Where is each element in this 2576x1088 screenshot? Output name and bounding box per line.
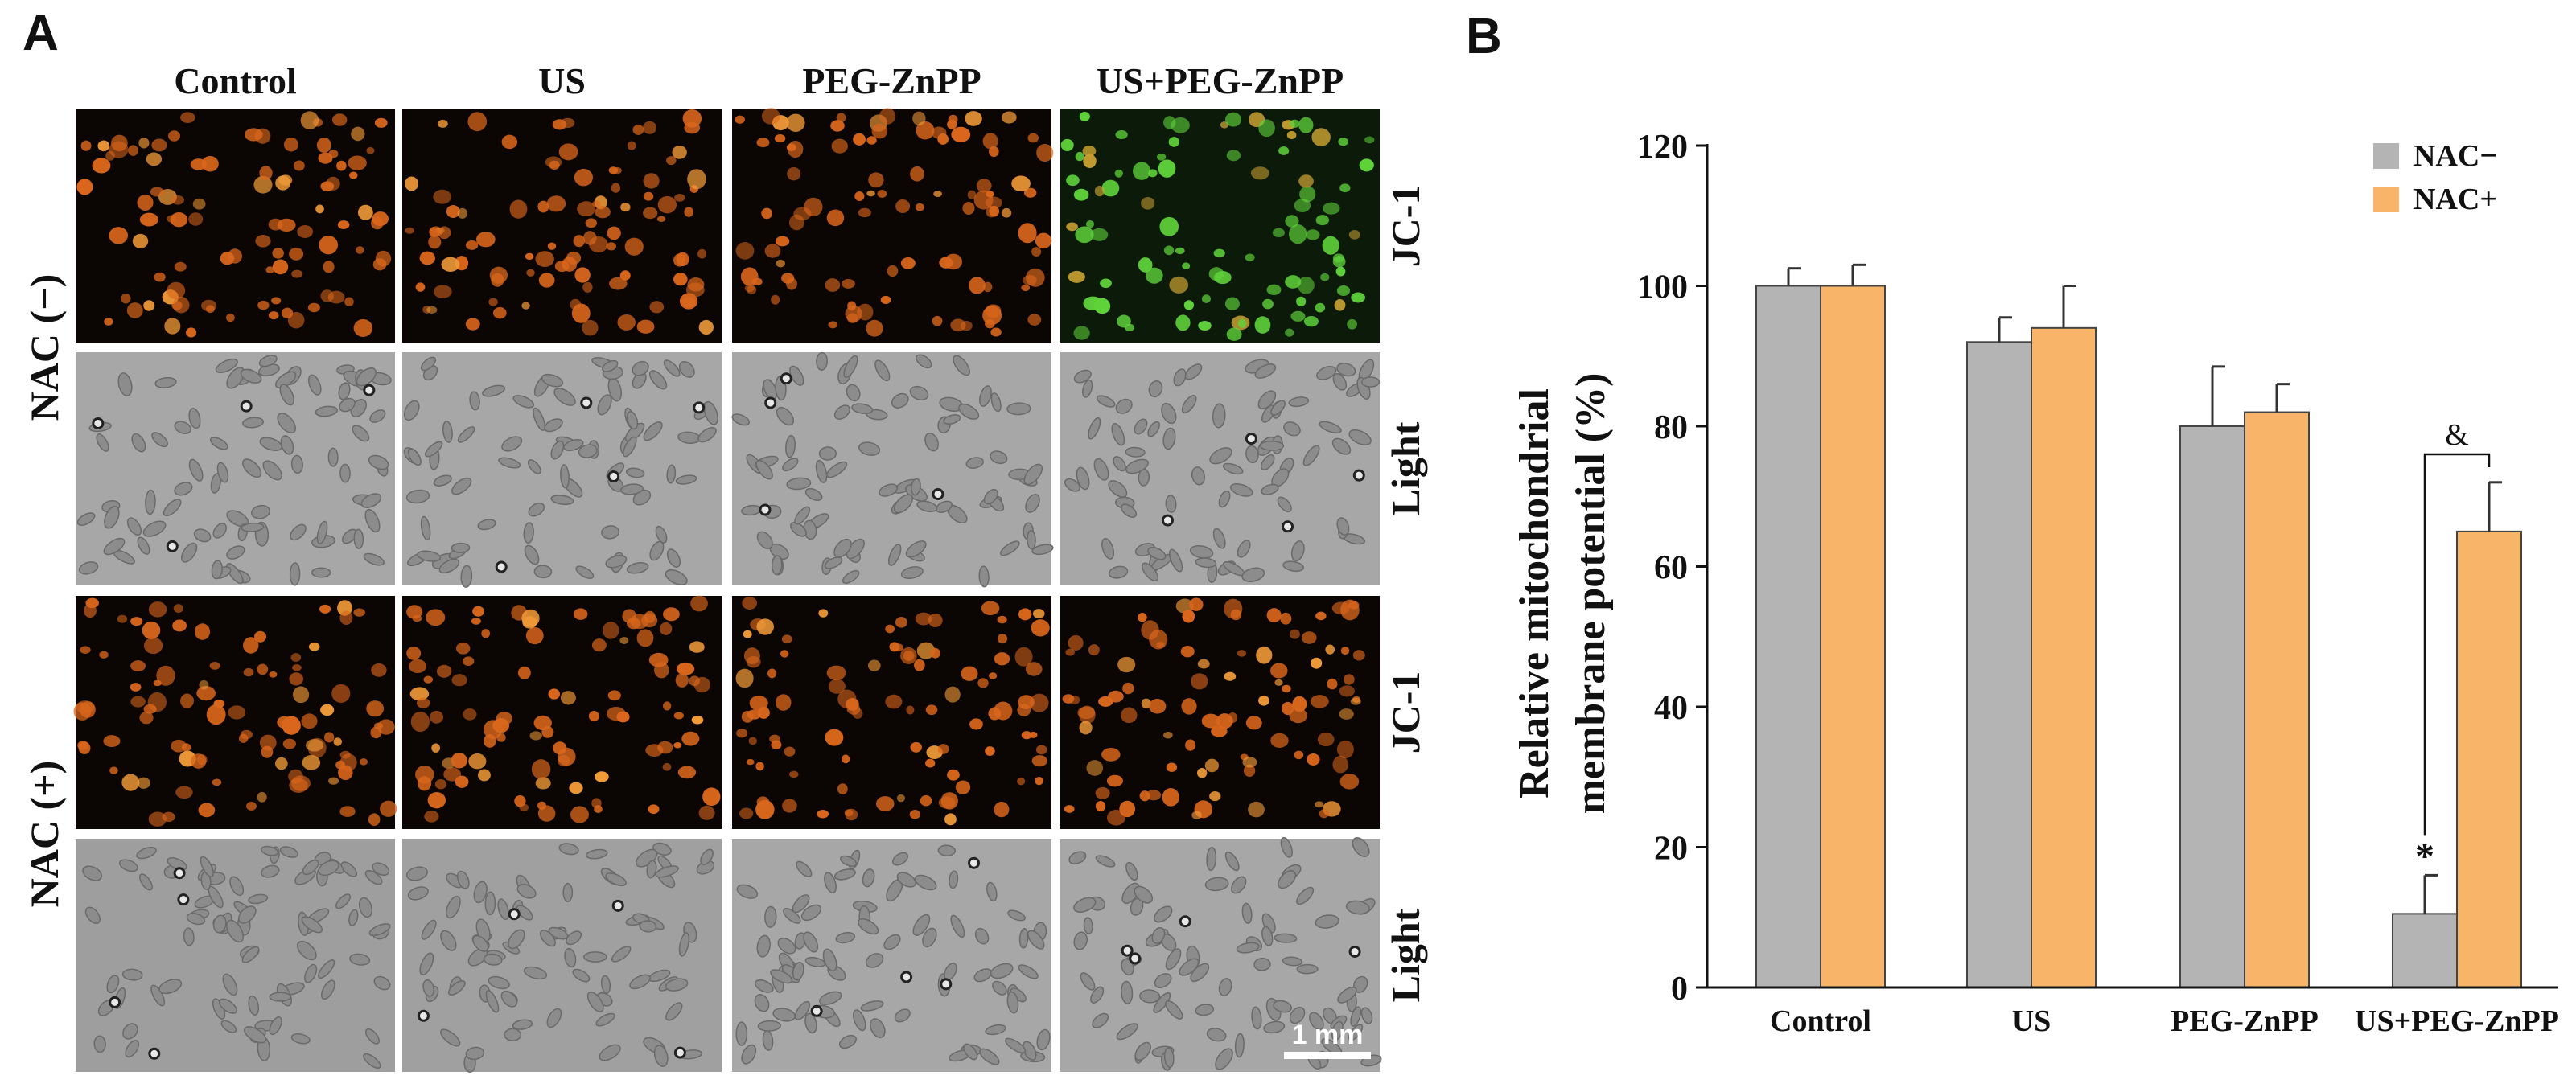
- column-headers: Control US PEG-ZnPP US+PEG-ZnPP: [174, 60, 1344, 101]
- panel-b: B Relative mitochondrial membrane potent…: [1466, 9, 2559, 1038]
- bars: [1755, 263, 2522, 989]
- legend: NAC− NAC+: [2373, 139, 2497, 216]
- bar-chart: Relative mitochondrial membrane potentia…: [1512, 129, 2559, 1038]
- x-tick-label: Control: [1770, 1004, 1871, 1038]
- panel-b-label: B: [1466, 9, 1502, 64]
- group-label: NAC (+): [22, 761, 67, 908]
- micrograph-tile: [1060, 596, 1380, 829]
- micrograph-tile: [402, 109, 722, 343]
- legend-swatch: [2373, 143, 2399, 169]
- micrograph-tile: [76, 109, 395, 343]
- legend-label: NAC−: [2413, 139, 2497, 173]
- x-tick-label: US+PEG-ZnPP: [2355, 1004, 2559, 1038]
- scale-bar: 1 mm: [1284, 1020, 1371, 1059]
- micrograph-tile: [732, 839, 1051, 1072]
- column-header: PEG-ZnPP: [802, 60, 981, 101]
- micrograph-tile: [73, 596, 397, 829]
- micrograph-tile: [731, 351, 1054, 588]
- bar: [2179, 425, 2245, 988]
- axes: 0 20 40 60 80 100 120 Control US PEG-ZnPP US+PEG-Z…: [1637, 129, 2559, 1038]
- group-labels: NAC (−) NAC (+): [22, 274, 67, 908]
- row-label: Light: [1383, 421, 1428, 515]
- legend-label: NAC+: [2413, 183, 2497, 216]
- bar: [1820, 285, 1886, 988]
- significance-annotations: *&: [2415, 418, 2491, 877]
- y-tick-label: 100: [1637, 269, 1688, 306]
- micrograph-tile: [732, 108, 1054, 343]
- y-tick-label: 0: [1671, 971, 1688, 1008]
- column-header: US: [538, 60, 586, 101]
- micrograph-tile: [76, 352, 395, 586]
- bar: [2392, 913, 2458, 988]
- micrograph-tile: [402, 839, 722, 1073]
- bar: [1755, 285, 1821, 988]
- y-tick-label: 120: [1637, 129, 1688, 166]
- panel-a: A Control US PEG-ZnPP US+PEG-ZnPP JC-1 Light…: [22, 6, 1428, 1073]
- y-axis-label-line2: membrane potential (%): [1568, 373, 1614, 815]
- y-axis-label-line1: Relative mitochondrial: [1512, 388, 1558, 799]
- micrograph-tile: [1060, 109, 1380, 343]
- row-labels: JC-1 Light JC-1 Light: [1383, 185, 1428, 1003]
- significance-bracket: [2423, 453, 2491, 836]
- y-tick-label: 20: [1654, 831, 1688, 868]
- significance-star: *: [2415, 835, 2434, 877]
- column-header: Control: [174, 60, 297, 101]
- significance-ampersand: &: [2445, 418, 2469, 452]
- y-tick-label: 80: [1654, 409, 1688, 446]
- bar: [2456, 530, 2522, 988]
- micrograph-tile: [402, 352, 722, 588]
- group-label: NAC (−): [22, 274, 67, 421]
- micrograph-tile: [1060, 352, 1381, 585]
- scale-bar-line: [1284, 1052, 1371, 1059]
- y-tick-label: 60: [1654, 550, 1688, 587]
- row-label: JC-1: [1383, 185, 1428, 268]
- panel-a-label: A: [23, 6, 59, 61]
- y-tick-label: 40: [1654, 690, 1688, 727]
- scale-bar-label: 1 mm: [1292, 1020, 1364, 1050]
- x-tick-label: US: [2012, 1004, 2051, 1038]
- micrograph-tile: [402, 595, 722, 829]
- row-label: JC-1: [1383, 671, 1428, 754]
- legend-swatch: [2373, 187, 2399, 212]
- x-tick-label: PEG-ZnPP: [2171, 1004, 2319, 1038]
- bar: [1966, 341, 2032, 988]
- bar: [2031, 326, 2097, 989]
- micrograph-tile: [76, 839, 395, 1072]
- micrograph-tile: [1060, 836, 1382, 1072]
- bar: [2244, 411, 2310, 988]
- column-header: US+PEG-ZnPP: [1097, 60, 1344, 101]
- micrograph-tile: [732, 596, 1051, 829]
- row-label: Light: [1383, 908, 1428, 1002]
- micrograph-grid: [73, 108, 1382, 1073]
